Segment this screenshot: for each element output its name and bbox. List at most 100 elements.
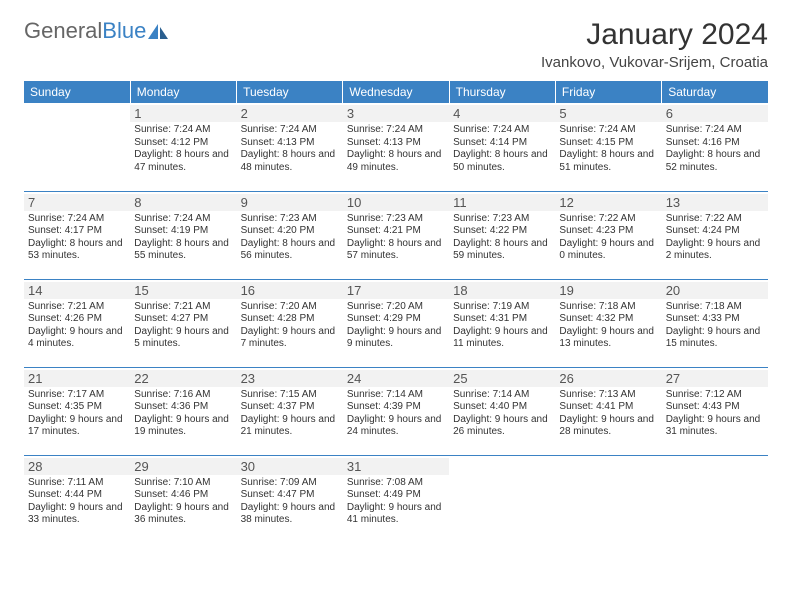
title-block: January 2024 Ivankovo, Vukovar-Srijem, C… (541, 18, 768, 71)
calendar-cell: 17Sunrise: 7:20 AMSunset: 4:29 PMDayligh… (343, 279, 449, 367)
calendar-cell: 20Sunrise: 7:18 AMSunset: 4:33 PMDayligh… (662, 279, 768, 367)
calendar-head: SundayMondayTuesdayWednesdayThursdayFrid… (24, 81, 768, 103)
location: Ivankovo, Vukovar-Srijem, Croatia (541, 54, 768, 71)
day-details: Sunrise: 7:23 AMSunset: 4:22 PMDaylight:… (453, 213, 551, 263)
day-details: Sunrise: 7:24 AMSunset: 4:14 PMDaylight:… (453, 124, 551, 174)
day-number: 31 (343, 458, 449, 475)
day-details: Sunrise: 7:09 AMSunset: 4:47 PMDaylight:… (241, 477, 339, 527)
day-header-friday: Friday (555, 81, 661, 103)
calendar-cell: 12 Sunrise: 7:22 AMSunset: 4:23 PMDayligh… (555, 191, 661, 279)
day-details: Sunrise: 7:24 AMSunset: 4:12 PMDaylight:… (134, 124, 232, 174)
day-header-thursday: Thursday (449, 81, 555, 103)
month-title: January 2024 (541, 18, 768, 52)
day-details: Sunrise: 7:18 AMSunset: 4:33 PMDaylight:… (666, 301, 764, 351)
calendar-cell: 5Sunrise: 7:24 AMSunset: 4:15 PMDaylight… (555, 103, 661, 191)
day-number: 29 (130, 458, 236, 475)
day-number: 2 (237, 105, 343, 122)
calendar: SundayMondayTuesdayWednesdayThursdayFrid… (24, 81, 768, 543)
day-details: Sunrise: 7:10 AMSunset: 4:46 PMDaylight:… (134, 477, 232, 527)
day-details: Sunrise: 7:24 AMSunset: 4:17 PMDaylight:… (28, 213, 126, 263)
calendar-cell: 19 Sunrise: 7:18 AMSunset: 4:32 PMDayligh… (555, 279, 661, 367)
calendar-cell: 10 Sunrise: 7:23 AMSunset: 4:21 PMDayligh… (343, 191, 449, 279)
day-number: 10 (343, 194, 449, 211)
calendar-cell: 22 Sunrise: 7:16 AMSunset: 4:36 PMDayligh… (130, 367, 236, 455)
day-number: 8 (130, 194, 236, 211)
calendar-cell: 27 Sunrise: 7:12 AMSunset: 4:43 PMDayligh… (662, 367, 768, 455)
day-details: Sunrise: 7:21 AMSunset: 4:26 PMDaylight:… (28, 301, 126, 351)
calendar-cell: 26Sunrise: 7:13 AMSunset: 4:41 PMDayligh… (555, 367, 661, 455)
calendar-week: 1 Sunrise: 7:24 AMSunset: 4:12 PMDaylight… (24, 103, 768, 191)
day-number: 28 (24, 458, 130, 475)
calendar-cell: 13 Sunrise: 7:22 AMSunset: 4:24 PMDayligh… (662, 191, 768, 279)
header: GeneralBlue January 2024 Ivankovo, Vukov… (24, 18, 768, 71)
day-number: 16 (237, 282, 343, 299)
day-details: Sunrise: 7:24 AMSunset: 4:13 PMDaylight:… (347, 124, 445, 174)
calendar-cell: 21Sunrise: 7:17 AMSunset: 4:35 PMDayligh… (24, 367, 130, 455)
day-details: Sunrise: 7:18 AMSunset: 4:32 PMDaylight:… (559, 301, 657, 351)
calendar-cell: 8 Sunrise: 7:24 AMSunset: 4:19 PMDaylight… (130, 191, 236, 279)
day-details: Sunrise: 7:23 AMSunset: 4:20 PMDaylight:… (241, 213, 339, 263)
calendar-week: 7 Sunrise: 7:24 AMSunset: 4:17 PMDaylight… (24, 191, 768, 279)
calendar-cell: 15Sunrise: 7:21 AMSunset: 4:27 PMDayligh… (130, 279, 236, 367)
day-number: 1 (130, 105, 236, 122)
day-number: 13 (662, 194, 768, 211)
calendar-cell: 25Sunrise: 7:14 AMSunset: 4:40 PMDayligh… (449, 367, 555, 455)
day-number: 30 (237, 458, 343, 475)
day-details: Sunrise: 7:20 AMSunset: 4:28 PMDaylight:… (241, 301, 339, 351)
calendar-cell: 2Sunrise: 7:24 AMSunset: 4:13 PMDaylight… (237, 103, 343, 191)
calendar-cell: 11Sunrise: 7:23 AMSunset: 4:22 PMDayligh… (449, 191, 555, 279)
calendar-cell (555, 455, 661, 543)
day-number: 18 (449, 282, 555, 299)
logo-text-blue: Blue (102, 18, 146, 44)
day-details: Sunrise: 7:14 AMSunset: 4:39 PMDaylight:… (347, 389, 445, 439)
day-details: Sunrise: 7:19 AMSunset: 4:31 PMDaylight:… (453, 301, 551, 351)
calendar-cell: 31 Sunrise: 7:08 AMSunset: 4:49 PMDayligh… (343, 455, 449, 543)
calendar-cell: 29 Sunrise: 7:10 AMSunset: 4:46 PMDayligh… (130, 455, 236, 543)
calendar-cell: 4 Sunrise: 7:24 AMSunset: 4:14 PMDaylight… (449, 103, 555, 191)
calendar-week: 14Sunrise: 7:21 AMSunset: 4:26 PMDayligh… (24, 279, 768, 367)
calendar-cell: 30 Sunrise: 7:09 AMSunset: 4:47 PMDayligh… (237, 455, 343, 543)
day-number: 26 (555, 370, 661, 387)
day-details: Sunrise: 7:22 AMSunset: 4:24 PMDaylight:… (666, 213, 764, 263)
day-number: 24 (343, 370, 449, 387)
day-details: Sunrise: 7:08 AMSunset: 4:49 PMDaylight:… (347, 477, 445, 527)
day-details: Sunrise: 7:22 AMSunset: 4:23 PMDaylight:… (559, 213, 657, 263)
day-details: Sunrise: 7:24 AMSunset: 4:19 PMDaylight:… (134, 213, 232, 263)
day-number: 9 (237, 194, 343, 211)
calendar-cell (449, 455, 555, 543)
day-details: Sunrise: 7:12 AMSunset: 4:43 PMDaylight:… (666, 389, 764, 439)
day-number: 27 (662, 370, 768, 387)
calendar-cell: 1 Sunrise: 7:24 AMSunset: 4:12 PMDaylight… (130, 103, 236, 191)
calendar-cell: 6 Sunrise: 7:24 AMSunset: 4:16 PMDaylight… (662, 103, 768, 191)
calendar-cell: 24 Sunrise: 7:14 AMSunset: 4:39 PMDayligh… (343, 367, 449, 455)
calendar-cell: 16 Sunrise: 7:20 AMSunset: 4:28 PMDayligh… (237, 279, 343, 367)
day-details: Sunrise: 7:11 AMSunset: 4:44 PMDaylight:… (28, 477, 126, 527)
day-number: 19 (555, 282, 661, 299)
day-details: Sunrise: 7:23 AMSunset: 4:21 PMDaylight:… (347, 213, 445, 263)
day-details: Sunrise: 7:24 AMSunset: 4:15 PMDaylight:… (559, 124, 657, 174)
day-details: Sunrise: 7:24 AMSunset: 4:16 PMDaylight:… (666, 124, 764, 174)
day-details: Sunrise: 7:16 AMSunset: 4:36 PMDaylight:… (134, 389, 232, 439)
logo-text-general: General (24, 18, 102, 44)
day-number: 6 (662, 105, 768, 122)
day-number: 25 (449, 370, 555, 387)
day-number: 23 (237, 370, 343, 387)
day-header-sunday: Sunday (24, 81, 130, 103)
day-details: Sunrise: 7:17 AMSunset: 4:35 PMDaylight:… (28, 389, 126, 439)
calendar-cell: 7 Sunrise: 7:24 AMSunset: 4:17 PMDaylight… (24, 191, 130, 279)
day-number: 4 (449, 105, 555, 122)
calendar-cell: 14Sunrise: 7:21 AMSunset: 4:26 PMDayligh… (24, 279, 130, 367)
day-number: 12 (555, 194, 661, 211)
day-details: Sunrise: 7:15 AMSunset: 4:37 PMDaylight:… (241, 389, 339, 439)
logo: GeneralBlue (24, 18, 170, 48)
calendar-cell: 18 Sunrise: 7:19 AMSunset: 4:31 PMDayligh… (449, 279, 555, 367)
calendar-cell: 28 Sunrise: 7:11 AMSunset: 4:44 PMDayligh… (24, 455, 130, 543)
calendar-week: 21Sunrise: 7:17 AMSunset: 4:35 PMDayligh… (24, 367, 768, 455)
calendar-cell (24, 103, 130, 191)
day-number: 7 (24, 194, 130, 211)
day-number: 15 (130, 282, 236, 299)
day-number: 22 (130, 370, 236, 387)
day-header-tuesday: Tuesday (237, 81, 343, 103)
day-header-wednesday: Wednesday (343, 81, 449, 103)
day-number: 17 (343, 282, 449, 299)
